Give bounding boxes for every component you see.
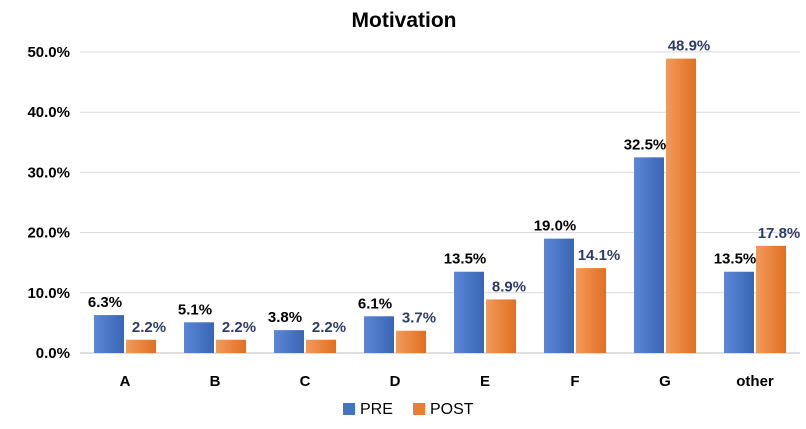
y-tick-label: 30.0% xyxy=(27,164,70,181)
bar-post-d xyxy=(396,330,426,353)
legend-label-post: POST xyxy=(430,401,474,418)
bar-post-b xyxy=(216,339,246,353)
data-label-pre-b: 5.1% xyxy=(178,301,212,318)
y-tick-label: 40.0% xyxy=(27,104,70,121)
y-tick-label: 0.0% xyxy=(36,345,70,362)
chart-title: Motivation xyxy=(352,9,457,32)
bars xyxy=(94,58,786,353)
legend-label-pre: PRE xyxy=(360,401,393,418)
legend: PRE POST xyxy=(343,401,474,418)
x-tick-label: B xyxy=(210,373,221,390)
y-tick-label: 10.0% xyxy=(27,285,70,302)
data-label-pre-d: 6.1% xyxy=(358,295,392,312)
bar-pre-f xyxy=(544,238,574,353)
x-tick-label: G xyxy=(659,373,671,390)
data-label-post-a: 2.2% xyxy=(132,319,166,336)
x-tick-label: other xyxy=(736,373,774,390)
data-label-pre-f: 19.0% xyxy=(534,218,577,235)
y-tick-label: 20.0% xyxy=(27,225,70,242)
bar-pre-g xyxy=(634,157,664,353)
x-tick-label: E xyxy=(480,373,490,390)
x-tick-label: F xyxy=(570,373,579,390)
data-label-pre-a: 6.3% xyxy=(88,294,122,311)
data-label-pre-e: 13.5% xyxy=(444,251,487,268)
bar-pre-d xyxy=(364,316,394,353)
bar-post-other xyxy=(756,245,786,353)
data-label-pre-c: 3.8% xyxy=(268,309,302,326)
bar-pre-c xyxy=(274,330,304,353)
bar-post-a xyxy=(126,339,156,353)
bar-post-g xyxy=(666,58,696,353)
x-tick-label: A xyxy=(120,373,131,390)
data-label-post-d: 3.7% xyxy=(402,310,436,327)
bar-post-e xyxy=(486,299,516,353)
bar-pre-e xyxy=(454,271,484,353)
data-label-post-c: 2.2% xyxy=(312,319,346,336)
bar-post-c xyxy=(306,339,336,353)
data-label-post-b: 2.2% xyxy=(222,319,256,336)
data-label-pre-g: 32.5% xyxy=(624,136,667,153)
legend-swatch-post xyxy=(413,403,425,415)
data-label-pre-other: 13.5% xyxy=(714,251,757,268)
data-label-post-g: 48.9% xyxy=(668,38,711,55)
data-label-post-f: 14.1% xyxy=(578,247,621,264)
x-tick-label: C xyxy=(300,373,311,390)
y-axis: 0.0% 10.0% 20.0% 30.0% 40.0% 50.0% xyxy=(27,44,70,362)
bar-pre-b xyxy=(184,322,214,353)
data-label-post-e: 8.9% xyxy=(492,278,526,295)
data-labels: 6.3% 2.2% 5.1% 2.2% 3.8% 2.2% 6.1% 3.7% 13.5% 8.9… xyxy=(88,38,800,336)
data-label-post-other: 17.8% xyxy=(758,225,801,242)
bar-post-f xyxy=(576,268,606,353)
y-tick-label: 50.0% xyxy=(27,44,70,61)
bar-pre-other xyxy=(724,271,754,353)
legend-swatch-pre xyxy=(343,403,355,415)
x-tick-label: D xyxy=(390,373,401,390)
bar-pre-a xyxy=(94,315,124,353)
